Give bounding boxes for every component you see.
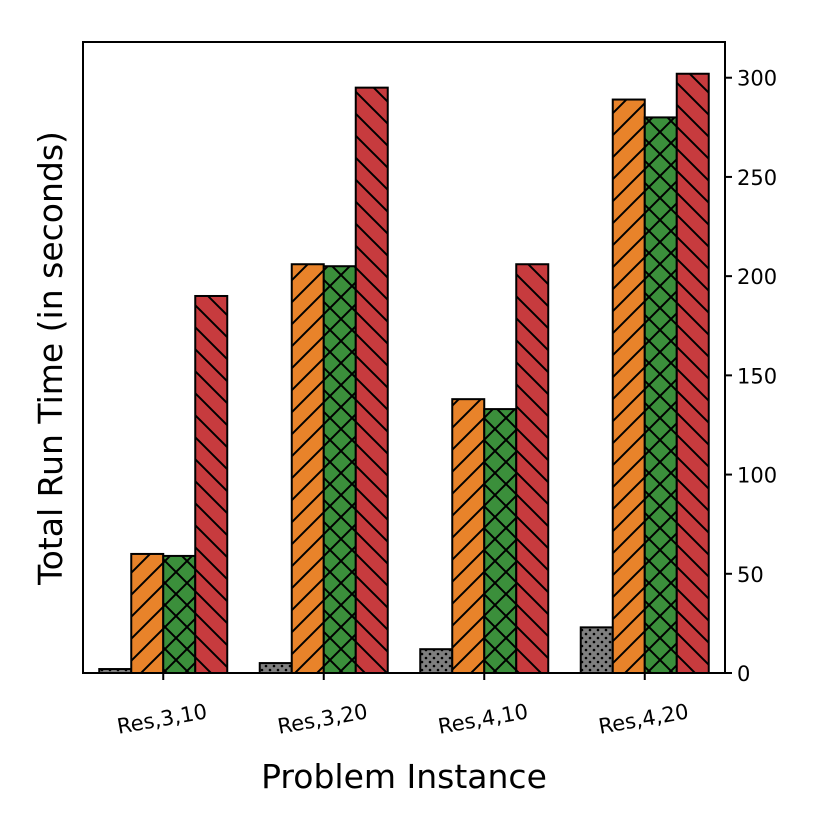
y-tick-label: 50 xyxy=(737,563,764,587)
x-axis-title: Problem Instance xyxy=(261,757,547,796)
bar-3-res-3-10 xyxy=(162,554,197,674)
bars-group xyxy=(98,72,710,675)
y-axis-ticks: 0 50 100 150 200 250 300 xyxy=(725,67,777,686)
bar-1-res-4-10 xyxy=(419,648,454,674)
bar-4-res-3-20 xyxy=(354,86,389,674)
bar-4-res-4-10 xyxy=(515,263,550,674)
x-tick-label: Res,4,10 xyxy=(436,699,530,738)
bar-3-res-3-20 xyxy=(322,265,357,674)
bar-2-res-4-20 xyxy=(611,98,646,675)
bar-3-res-4-10 xyxy=(483,408,518,674)
bar-3-res-4-20 xyxy=(643,116,678,674)
y-tick-label: 100 xyxy=(737,464,777,488)
bar-2-res-4-10 xyxy=(451,398,486,674)
bar-4-res-3-10 xyxy=(194,294,229,674)
x-tick-label: Res,4,20 xyxy=(597,699,691,738)
x-tick-label: Res,3,10 xyxy=(115,699,209,738)
y-tick-label: 300 xyxy=(737,67,777,91)
y-tick-label: 250 xyxy=(737,166,777,190)
bar-1-res-3-20 xyxy=(258,662,293,674)
y-tick-label: 0 xyxy=(737,662,750,686)
bar-2-res-3-10 xyxy=(130,552,165,675)
bar-4-res-4-20 xyxy=(675,72,710,675)
x-axis-ticks: Res,3,10 Res,3,20 Res,4,10 Res,4,20 xyxy=(115,673,690,739)
bar-2-res-3-20 xyxy=(290,263,325,674)
y-tick-label: 200 xyxy=(737,265,777,289)
bar-1-res-4-20 xyxy=(579,626,614,674)
plot-frame xyxy=(82,41,726,674)
x-tick-label: Res,3,20 xyxy=(276,699,370,738)
y-axis-title: Total Run Time (in seconds) xyxy=(31,131,70,586)
y-tick-label: 150 xyxy=(737,364,777,388)
